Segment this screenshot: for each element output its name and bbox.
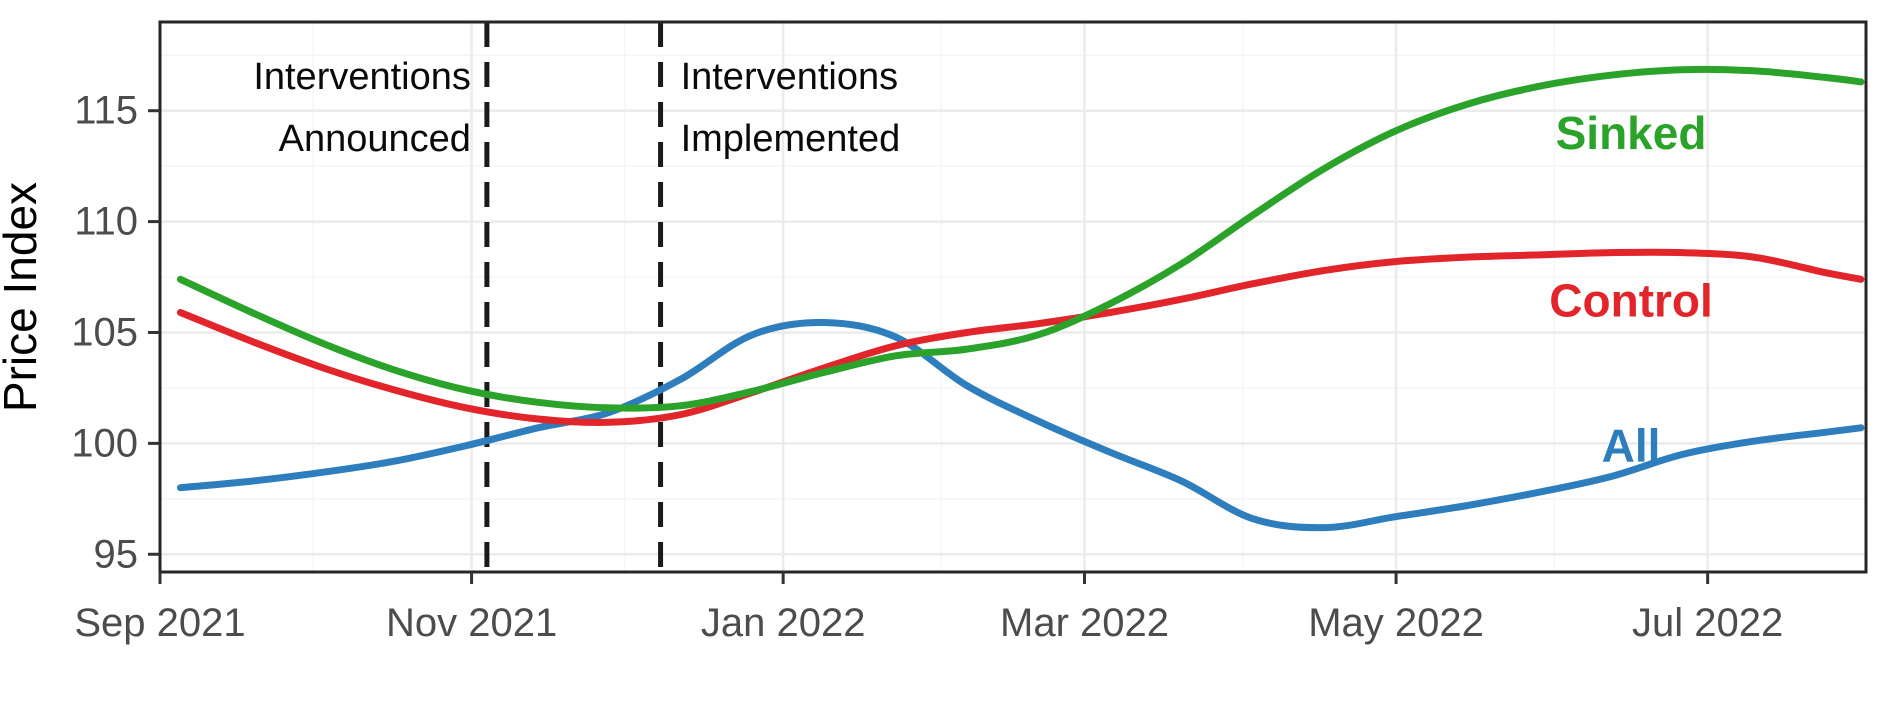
interventions-implemented-label-line1: Interventions <box>681 56 899 98</box>
series-line-sinked <box>176 65 1865 412</box>
interventions-announced-label-line1: Interventions <box>253 56 471 98</box>
series-line-control <box>176 248 1865 426</box>
x-tick-label: Mar 2022 <box>1000 601 1169 645</box>
series-label-sinked: Sinked <box>1556 107 1707 159</box>
y-tick-label: 100 <box>71 421 138 465</box>
y-tick-label: 105 <box>71 310 138 354</box>
x-tick-label: Nov 2021 <box>386 601 557 645</box>
series-line-all <box>176 318 1865 532</box>
y-tick-label: 110 <box>74 200 138 244</box>
x-tick-label: Sep 2021 <box>74 601 245 645</box>
x-tick-label: May 2022 <box>1308 601 1484 645</box>
x-tick-label: Jul 2022 <box>1632 601 1783 645</box>
interventions-announced-label-line2: Announced <box>279 118 471 160</box>
x-tick-label: Jan 2022 <box>701 601 866 645</box>
series-label-all: All <box>1602 420 1661 472</box>
interventions-implemented-label-line2: Implemented <box>681 118 901 160</box>
panel-border <box>158 20 1868 574</box>
y-axis-title: Price Index <box>0 182 46 412</box>
series-label-control: Control <box>1549 274 1713 326</box>
y-tick-label: 95 <box>94 532 139 576</box>
y-tick-label: 115 <box>74 89 138 133</box>
